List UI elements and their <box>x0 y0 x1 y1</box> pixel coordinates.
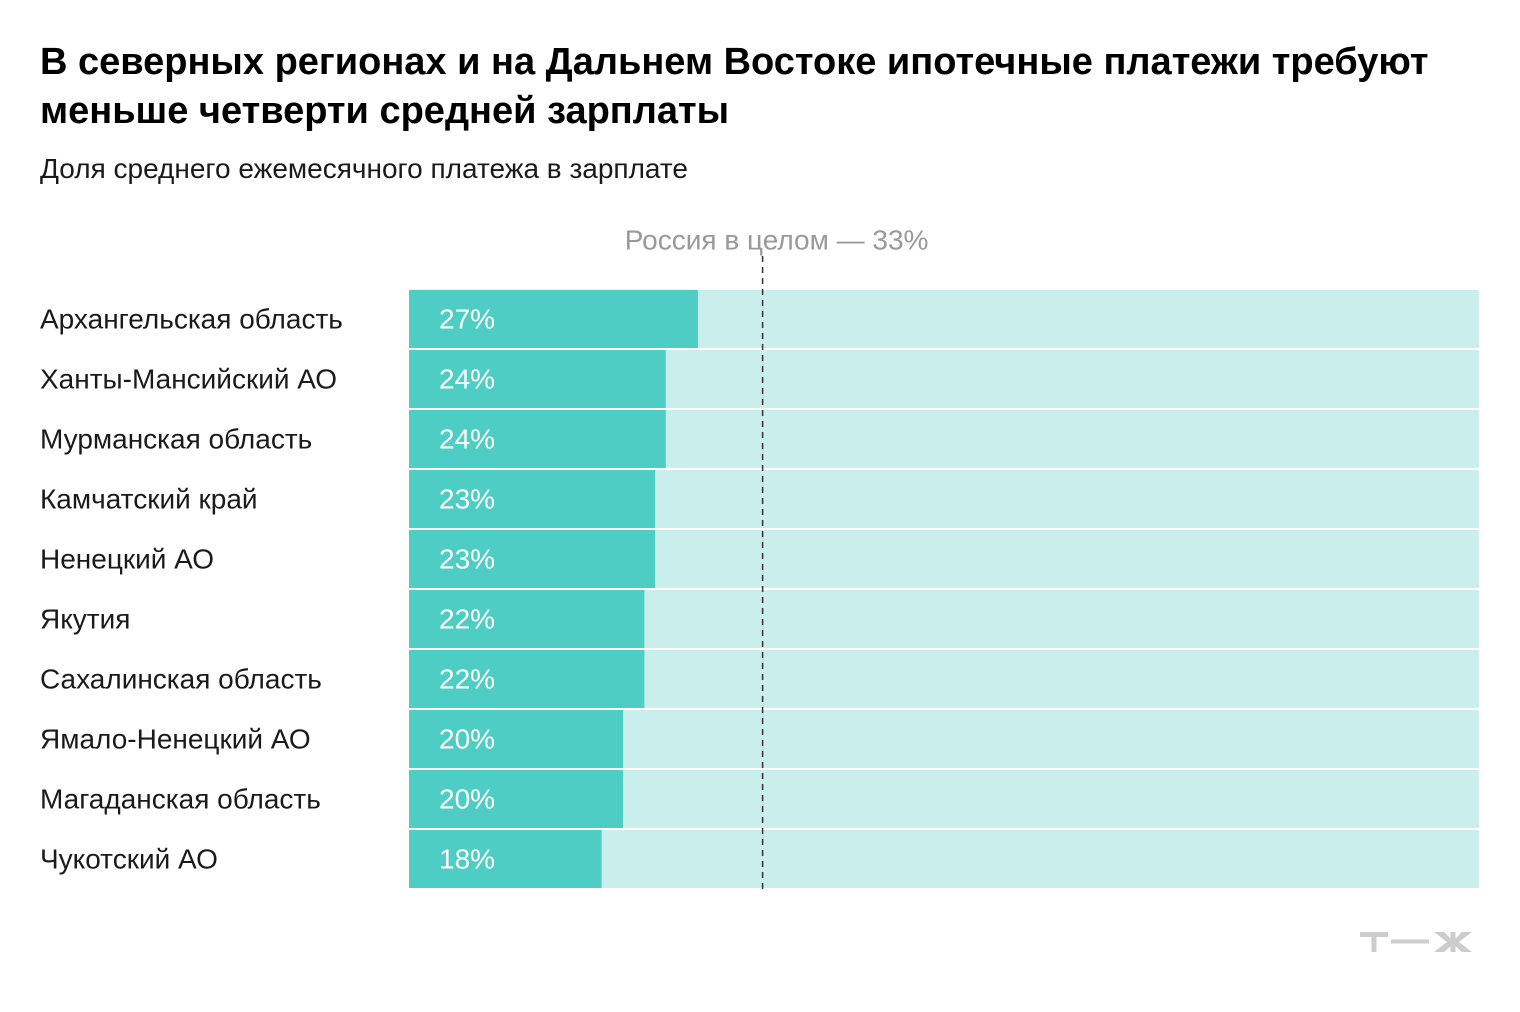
category-label: Камчатский край <box>40 484 258 515</box>
category-label: Якутия <box>40 604 130 635</box>
bar <box>409 710 623 768</box>
bars <box>409 290 698 888</box>
value-label: 18% <box>439 844 495 875</box>
value-label: 27% <box>439 304 495 335</box>
bar <box>409 470 656 528</box>
value-label: 24% <box>439 424 495 455</box>
category-label: Чукотский АО <box>40 844 218 875</box>
bar <box>409 290 698 348</box>
category-label: Ямало-Ненецкий АО <box>40 724 311 755</box>
bar <box>409 650 645 708</box>
value-label: 20% <box>439 784 495 815</box>
value-label: 22% <box>439 664 495 695</box>
bar <box>409 830 602 888</box>
category-label: Ханты-Мансийский АО <box>40 364 337 395</box>
value-label: 24% <box>439 364 495 395</box>
brand-logo <box>1358 924 1480 965</box>
value-label: 22% <box>439 604 495 635</box>
value-labels: 27% 24% 24% 23% 23% 22% 22% 20% 20% 18% <box>439 304 495 875</box>
value-label: 23% <box>439 544 495 575</box>
bar <box>409 410 666 468</box>
value-label: 20% <box>439 724 495 755</box>
category-label: Магаданская область <box>40 784 321 815</box>
reference-group: Россия в целом — 33% <box>625 225 929 892</box>
bar <box>409 350 666 408</box>
category-label: Ненецкий АО <box>40 544 214 575</box>
bar <box>409 530 656 588</box>
value-label: 23% <box>439 484 495 515</box>
chart-subtitle: Доля среднего ежемесячного платежа в зар… <box>40 153 688 184</box>
category-label: Мурманская область <box>40 424 312 455</box>
bar <box>409 770 623 828</box>
category-label: Сахалинская область <box>40 664 322 695</box>
chart-title: В северных регионах и на Дальнем Востоке… <box>40 41 1429 132</box>
reference-label: Россия в целом — 33% <box>625 225 929 256</box>
category-label: Архангельская область <box>40 304 343 335</box>
category-labels: Архангельская область Ханты-Мансийский АО… <box>40 304 343 875</box>
bar <box>409 590 645 648</box>
